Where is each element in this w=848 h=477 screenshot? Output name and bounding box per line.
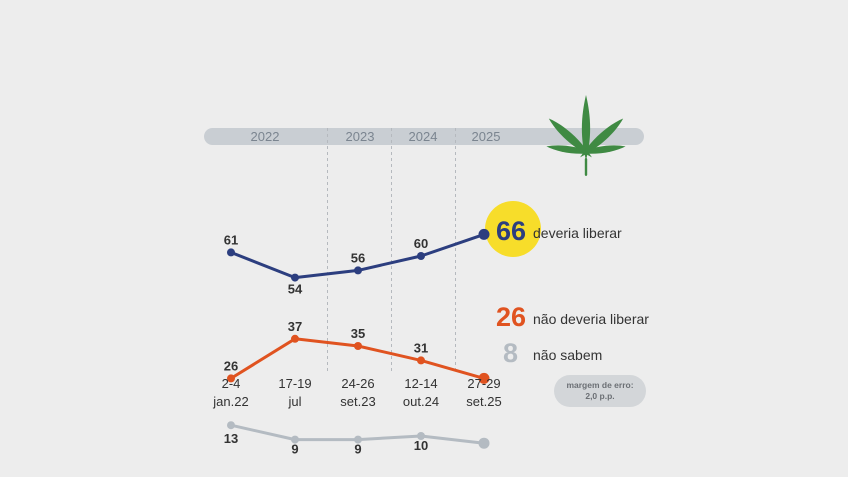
date-label-1-line1: 2-4: [222, 376, 241, 391]
end-value-nao-sabem: 8: [503, 338, 518, 368]
x-axis-labels: 2-4 jan.22 17-19 jul 24-26 set.23 12-14 …: [212, 376, 501, 409]
data-label-nao-sabem-1: 13: [224, 431, 238, 446]
data-point-deveria-liberar-2: [291, 273, 299, 282]
year-label-2024: 2024: [409, 129, 438, 144]
data-label-deveria-liberar-1: 61: [224, 232, 238, 247]
highlight-circle: [485, 201, 541, 257]
margin-note-line2: 2,0 p.p.: [585, 391, 614, 401]
data-label-nao-deveria-liberar-3: 35: [351, 326, 365, 341]
year-band: 2022 2023 2024 2025: [204, 128, 644, 145]
year-label-2025: 2025: [472, 129, 501, 144]
data-point-nao-sabem-4: [417, 432, 425, 440]
data-point-nao-sabem-5: [478, 437, 490, 449]
data-point-nao-sabem-2: [291, 435, 299, 444]
data-label-nao-deveria-liberar-2: 37: [288, 319, 302, 334]
data-point-nao-deveria-liberar-5: [478, 372, 490, 384]
data-point-nao-deveria-liberar-3: [354, 342, 362, 350]
date-label-4-line2: out.24: [403, 394, 439, 409]
date-label-1-line2: jan.22: [212, 394, 248, 409]
date-label-3-line2: set.23: [340, 394, 375, 409]
data-label-nao-sabem-2: 9: [291, 442, 298, 457]
end-value-deveria-liberar: 66: [496, 216, 526, 246]
series-label-deveria-liberar: deveria liberar: [533, 225, 622, 241]
year-dividers: [327, 128, 456, 372]
data-label-deveria-liberar-3: 56: [351, 250, 365, 265]
year-label-2023: 2023: [346, 129, 375, 144]
data-point-deveria-liberar-3: [354, 266, 362, 275]
data-point-nao-sabem-3: [354, 435, 362, 444]
data-point-nao-deveria-liberar-2: [291, 334, 299, 343]
data-label-deveria-liberar-4: 60: [414, 236, 428, 251]
margin-note-pill: [554, 375, 646, 407]
year-band-bar: [204, 128, 644, 145]
series-label-nao-sabem: não sabem: [533, 347, 602, 363]
data-label-nao-sabem-3: 9: [354, 442, 361, 457]
date-label-2-line2: jul: [287, 394, 301, 409]
date-label-2-line1: 17-19: [278, 376, 311, 391]
data-point-deveria-liberar-1: [227, 248, 235, 257]
end-labels: 66 deveria liberar 26 não deveria libera…: [496, 216, 649, 368]
data-point-nao-sabem-1: [227, 421, 235, 430]
cannabis-leaf-icon: [546, 95, 626, 176]
data-label-nao-sabem-4: 10: [414, 438, 428, 453]
data-label-nao-deveria-liberar-1: 26: [224, 358, 238, 373]
margin-note-line1: margem de erro:: [566, 380, 633, 390]
data-point-nao-deveria-liberar-1: [227, 374, 235, 383]
year-label-2022: 2022: [251, 129, 280, 144]
data-point-nao-deveria-liberar-4: [417, 356, 425, 365]
date-label-5-line2: set.25: [466, 394, 501, 409]
data-label-nao-deveria-liberar-4: 31: [414, 340, 428, 355]
date-label-5-line1: 27-29: [467, 376, 500, 391]
data-point-deveria-liberar-5: [478, 228, 490, 240]
date-label-4-line1: 12-14: [404, 376, 437, 391]
end-value-nao-deveria-liberar: 26: [496, 302, 526, 332]
margin-note: margem de erro: 2,0 p.p.: [554, 375, 646, 407]
series-label-nao-deveria-liberar: não deveria liberar: [533, 311, 649, 327]
data-label-deveria-liberar-2: 54: [288, 282, 303, 297]
plot-area: 61 54 56 60 26 37 35 31 13 9 9 10: [224, 228, 490, 457]
data-point-deveria-liberar-4: [417, 252, 425, 260]
date-label-3-line1: 24-26: [341, 376, 374, 391]
